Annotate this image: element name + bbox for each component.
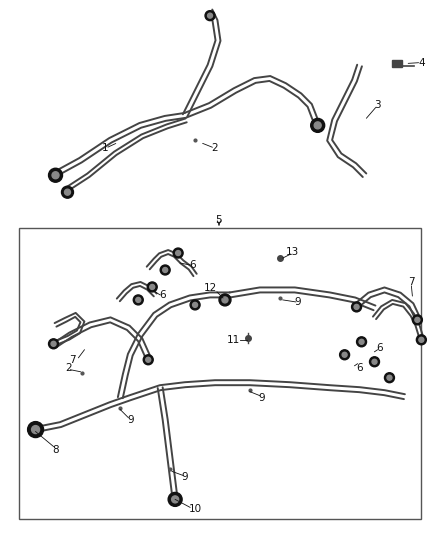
Circle shape <box>205 11 215 21</box>
Circle shape <box>342 352 347 357</box>
Circle shape <box>372 359 377 364</box>
Text: 6: 6 <box>159 290 166 300</box>
Circle shape <box>417 335 426 345</box>
Text: 2: 2 <box>212 143 218 154</box>
Bar <box>19 228 421 519</box>
Circle shape <box>136 297 141 302</box>
Text: 8: 8 <box>52 445 59 455</box>
Text: 11: 11 <box>226 335 240 345</box>
Circle shape <box>208 13 212 18</box>
Circle shape <box>28 422 43 438</box>
Circle shape <box>32 425 39 433</box>
Circle shape <box>162 268 168 272</box>
Text: 6: 6 <box>376 343 383 353</box>
Text: 9: 9 <box>294 297 301 307</box>
Circle shape <box>193 302 198 308</box>
Circle shape <box>146 357 151 362</box>
Circle shape <box>61 186 74 198</box>
Text: 6: 6 <box>189 260 195 270</box>
Circle shape <box>133 295 143 305</box>
Circle shape <box>51 341 56 346</box>
Circle shape <box>190 300 200 310</box>
Text: 12: 12 <box>203 283 217 293</box>
Text: 6: 6 <box>356 363 363 373</box>
Text: 9: 9 <box>127 415 134 425</box>
Text: 1: 1 <box>102 143 109 154</box>
Circle shape <box>160 265 170 275</box>
Circle shape <box>352 302 361 312</box>
Text: 9: 9 <box>182 472 188 482</box>
Circle shape <box>385 373 395 383</box>
Circle shape <box>311 118 325 132</box>
Circle shape <box>359 340 364 344</box>
Text: 7: 7 <box>69 355 76 365</box>
Circle shape <box>176 251 180 255</box>
Text: 4: 4 <box>418 58 425 68</box>
Circle shape <box>357 337 367 347</box>
Circle shape <box>49 168 63 182</box>
Text: 5: 5 <box>215 215 223 225</box>
Bar <box>392 60 403 67</box>
Circle shape <box>387 375 392 380</box>
Text: 10: 10 <box>188 504 201 514</box>
Circle shape <box>64 189 71 195</box>
Circle shape <box>49 339 59 349</box>
Circle shape <box>415 317 420 322</box>
Circle shape <box>413 315 422 325</box>
Circle shape <box>168 492 182 506</box>
Circle shape <box>370 357 379 367</box>
Circle shape <box>173 248 183 258</box>
Circle shape <box>354 304 359 309</box>
Circle shape <box>222 297 228 303</box>
Circle shape <box>314 122 321 129</box>
Circle shape <box>339 350 350 360</box>
Circle shape <box>419 337 424 342</box>
Text: 3: 3 <box>374 100 381 110</box>
Circle shape <box>147 282 157 292</box>
Circle shape <box>143 355 153 365</box>
Text: 13: 13 <box>286 247 300 257</box>
Text: 7: 7 <box>408 277 415 287</box>
Circle shape <box>150 285 155 289</box>
Text: 2: 2 <box>65 363 72 373</box>
Circle shape <box>172 496 179 503</box>
Circle shape <box>52 172 59 179</box>
Circle shape <box>219 294 231 306</box>
Text: 9: 9 <box>258 393 265 402</box>
